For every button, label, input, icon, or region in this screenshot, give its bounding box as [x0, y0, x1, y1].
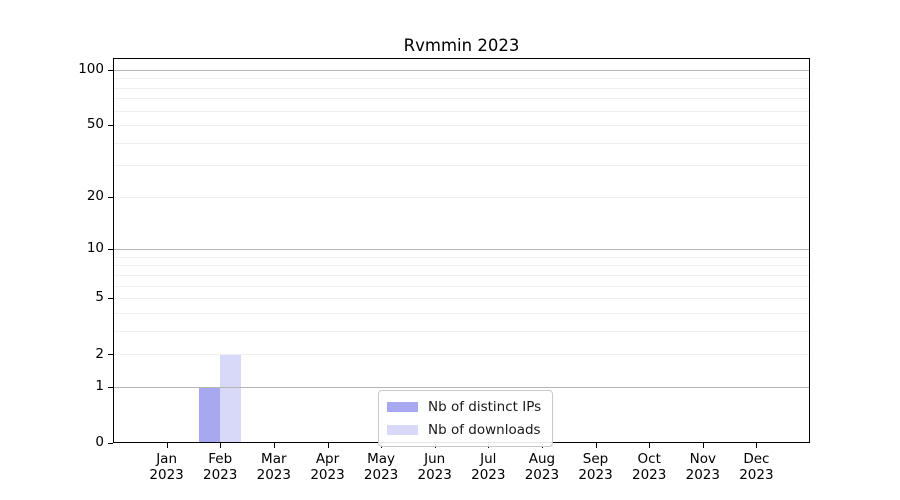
y-tick-mark — [108, 298, 113, 300]
minor-gridline — [113, 256, 810, 258]
major-gridline — [113, 387, 810, 388]
y-tick-label: 1 — [95, 378, 104, 395]
legend-label-downloads: Nb of downloads — [428, 422, 541, 438]
y-tick-label: 100 — [78, 61, 104, 78]
x-tick-label: Apr 2023 — [310, 451, 345, 483]
x-tick-label: Feb 2023 — [203, 451, 238, 483]
y-tick-mark — [108, 69, 113, 71]
minor-gridline — [113, 298, 810, 300]
x-tick-label: Aug 2023 — [524, 451, 560, 483]
legend-entry-distinct-ips: Nb of distinct IPs — [387, 397, 541, 417]
x-tick-label: Jan 2023 — [149, 451, 184, 483]
legend-entry-downloads: Nb of downloads — [387, 420, 541, 440]
minor-gridline — [113, 312, 810, 314]
minor-gridline — [113, 165, 810, 167]
x-tick-mark — [220, 443, 222, 448]
minor-gridline — [113, 142, 810, 144]
x-tick-label: Jul 2023 — [471, 451, 506, 483]
y-tick-label: 2 — [95, 345, 104, 362]
minor-gridline — [113, 125, 810, 127]
legend-swatch-downloads — [387, 425, 418, 435]
x-tick-label: Oct 2023 — [632, 451, 667, 483]
major-gridline — [113, 69, 810, 71]
x-tick-label: Jun 2023 — [417, 451, 452, 483]
minor-gridline — [113, 354, 810, 356]
y-tick-label: 0 — [95, 434, 104, 451]
legend-label-distinct-ips: Nb of distinct IPs — [428, 399, 542, 415]
y-tick-mark — [108, 125, 113, 127]
y-tick-mark — [108, 354, 113, 356]
x-tick-label: Sep 2023 — [578, 451, 613, 483]
minor-gridline — [113, 265, 810, 267]
legend-swatch-distinct-ips — [387, 402, 418, 412]
major-gridline — [113, 249, 810, 251]
minor-gridline — [113, 285, 810, 287]
x-tick-mark — [702, 443, 704, 448]
x-tick-mark — [649, 443, 651, 448]
y-tick-mark — [108, 443, 113, 444]
y-tick-label: 20 — [86, 188, 104, 205]
bar-feb-downloads — [220, 354, 242, 443]
x-tick-mark — [166, 443, 168, 448]
chart-title: Rvmmin 2023 — [403, 36, 520, 55]
x-tick-label: May 2023 — [363, 451, 399, 483]
minor-gridline — [113, 78, 810, 80]
minor-gridline — [113, 196, 810, 198]
y-tick-mark — [108, 387, 113, 388]
x-tick-mark — [756, 443, 758, 448]
bar-feb-distinct-ips — [199, 387, 221, 443]
minor-gridline — [113, 98, 810, 100]
x-tick-label: Nov 2023 — [685, 451, 720, 483]
legend: Nb of distinct IPs Nb of downloads — [378, 390, 554, 447]
minor-gridline — [113, 330, 810, 332]
x-tick-mark — [327, 443, 329, 448]
minor-gridline — [113, 87, 810, 89]
minor-gridline — [113, 274, 810, 276]
x-tick-label: Mar 2023 — [256, 451, 291, 483]
x-tick-mark — [273, 443, 275, 448]
y-tick-label: 5 — [95, 289, 104, 306]
y-tick-mark — [108, 249, 113, 251]
y-tick-mark — [108, 196, 113, 198]
minor-gridline — [113, 110, 810, 112]
y-tick-label: 50 — [86, 116, 104, 133]
x-tick-mark — [595, 443, 597, 448]
x-tick-label: Dec 2023 — [739, 451, 774, 483]
y-tick-label: 10 — [86, 240, 104, 257]
